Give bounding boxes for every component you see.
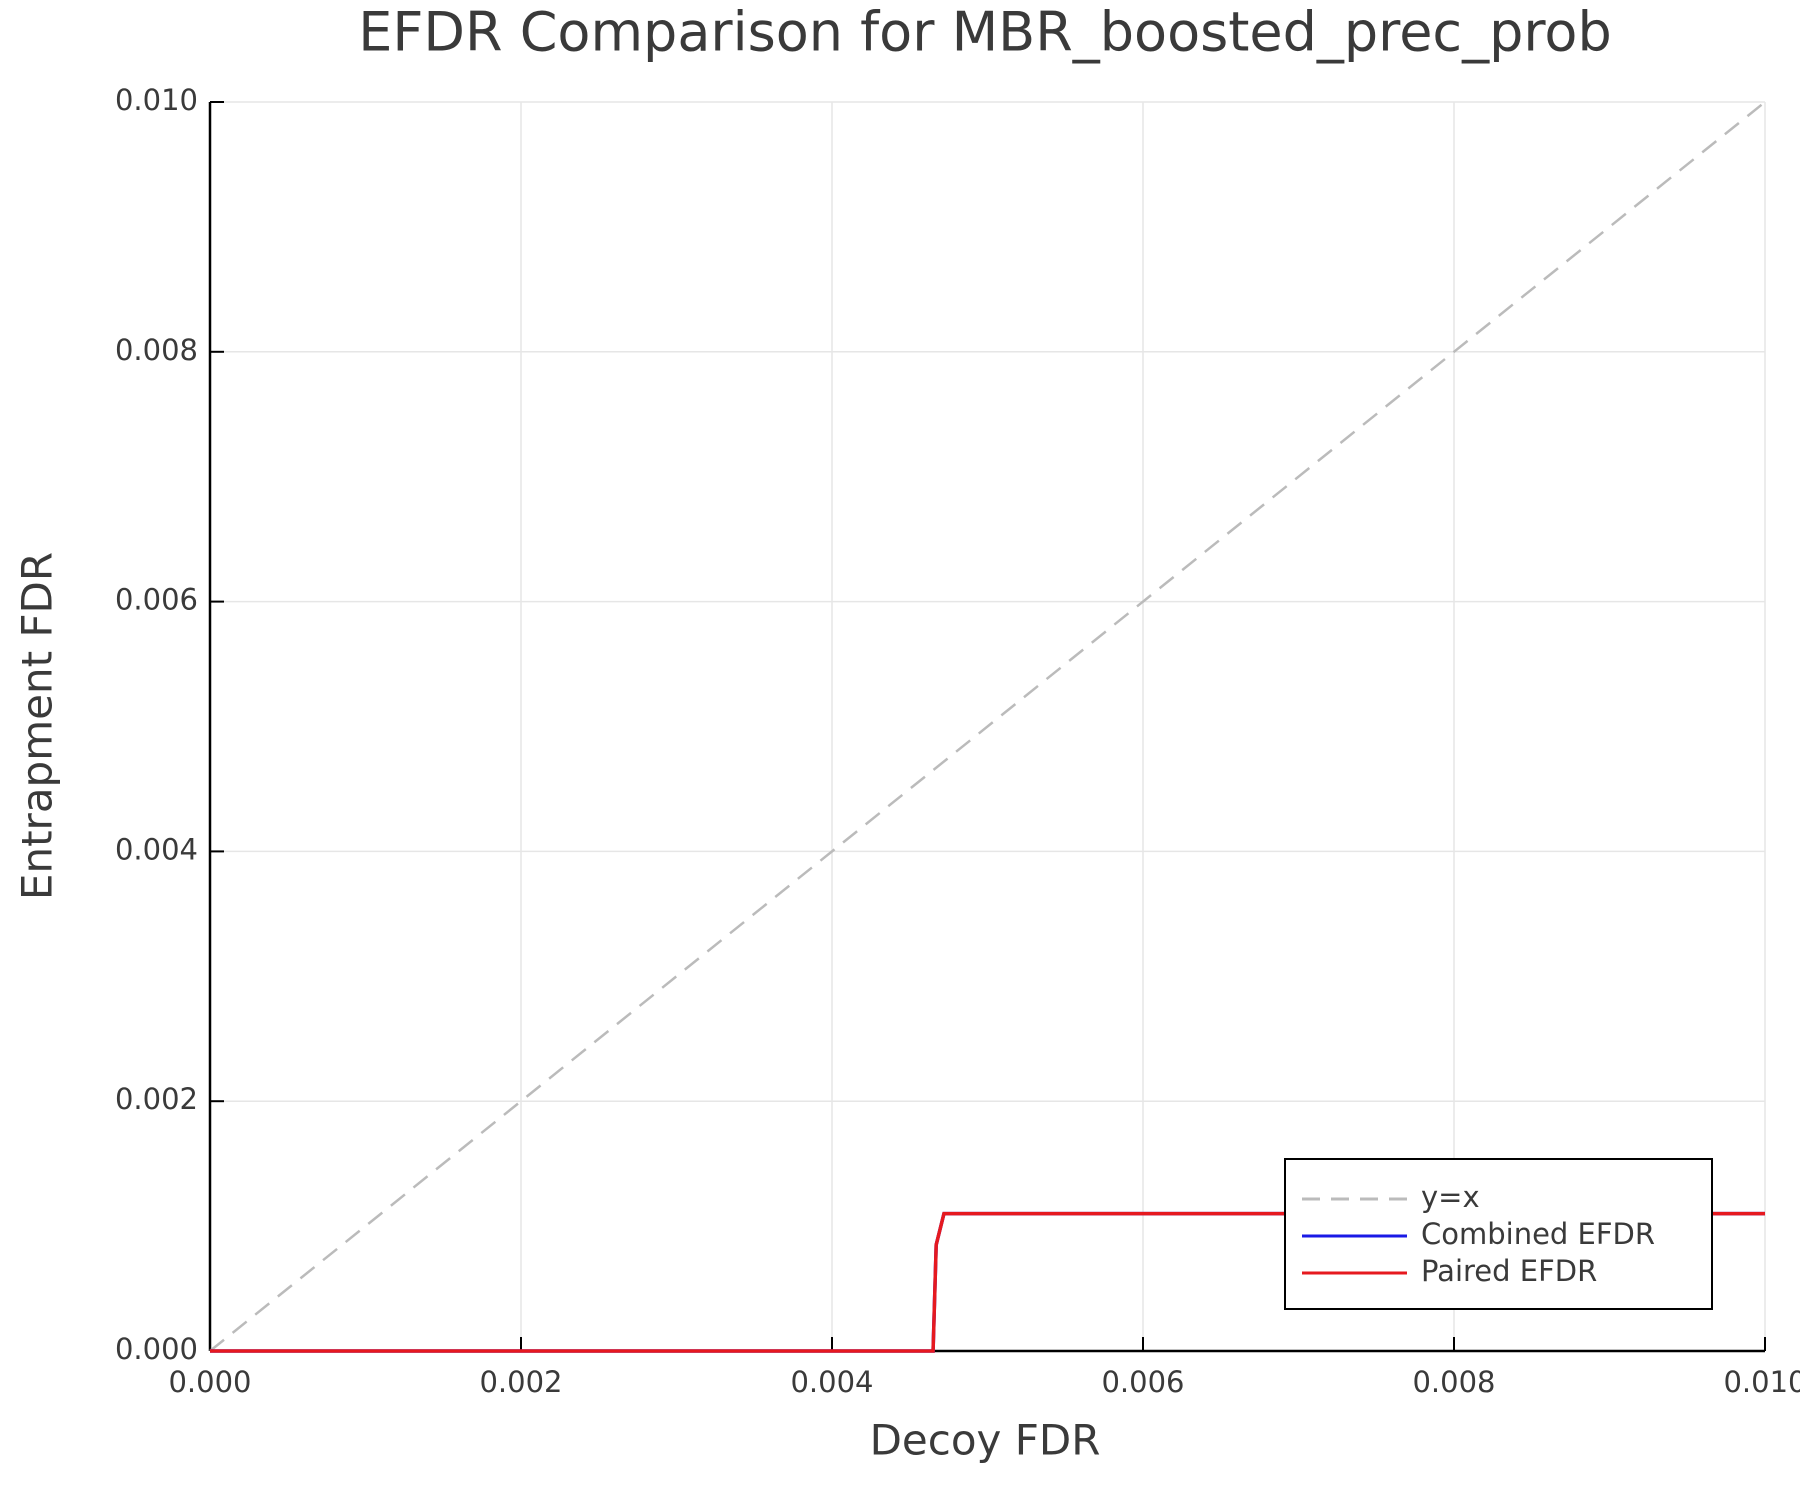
y-tick-label: 0.000: [115, 1332, 198, 1366]
y-tick-label: 0.010: [115, 83, 198, 117]
legend-box: [1284, 1158, 1713, 1310]
x-tick-label: 0.008: [1412, 1365, 1495, 1399]
y-tick-label: 0.008: [115, 333, 198, 367]
y-axis-label: Entrapment FDR: [13, 552, 62, 900]
legend-label: Paired EFDR: [1421, 1254, 1597, 1288]
series-line: [209, 101, 1766, 1352]
x-axis-label: Decoy FDR: [870, 1416, 1101, 1465]
y-tick-label: 0.006: [115, 583, 198, 617]
x-tick-label: 0.010: [1723, 1365, 1800, 1399]
x-tick-label: 0.006: [1101, 1365, 1184, 1399]
chart-title: EFDR Comparison for MBR_boosted_prec_pro…: [358, 1, 1611, 64]
series-line: [210, 1211, 1765, 1353]
y-tick-label: 0.002: [115, 1082, 198, 1116]
legend-label: Combined EFDR: [1421, 1217, 1655, 1251]
x-tick-label: 0.000: [168, 1365, 251, 1399]
y-tick-label: 0.004: [115, 832, 198, 866]
x-tick-label: 0.002: [479, 1365, 562, 1399]
legend-label: y=x: [1421, 1180, 1480, 1214]
x-tick-label: 0.004: [790, 1365, 873, 1399]
